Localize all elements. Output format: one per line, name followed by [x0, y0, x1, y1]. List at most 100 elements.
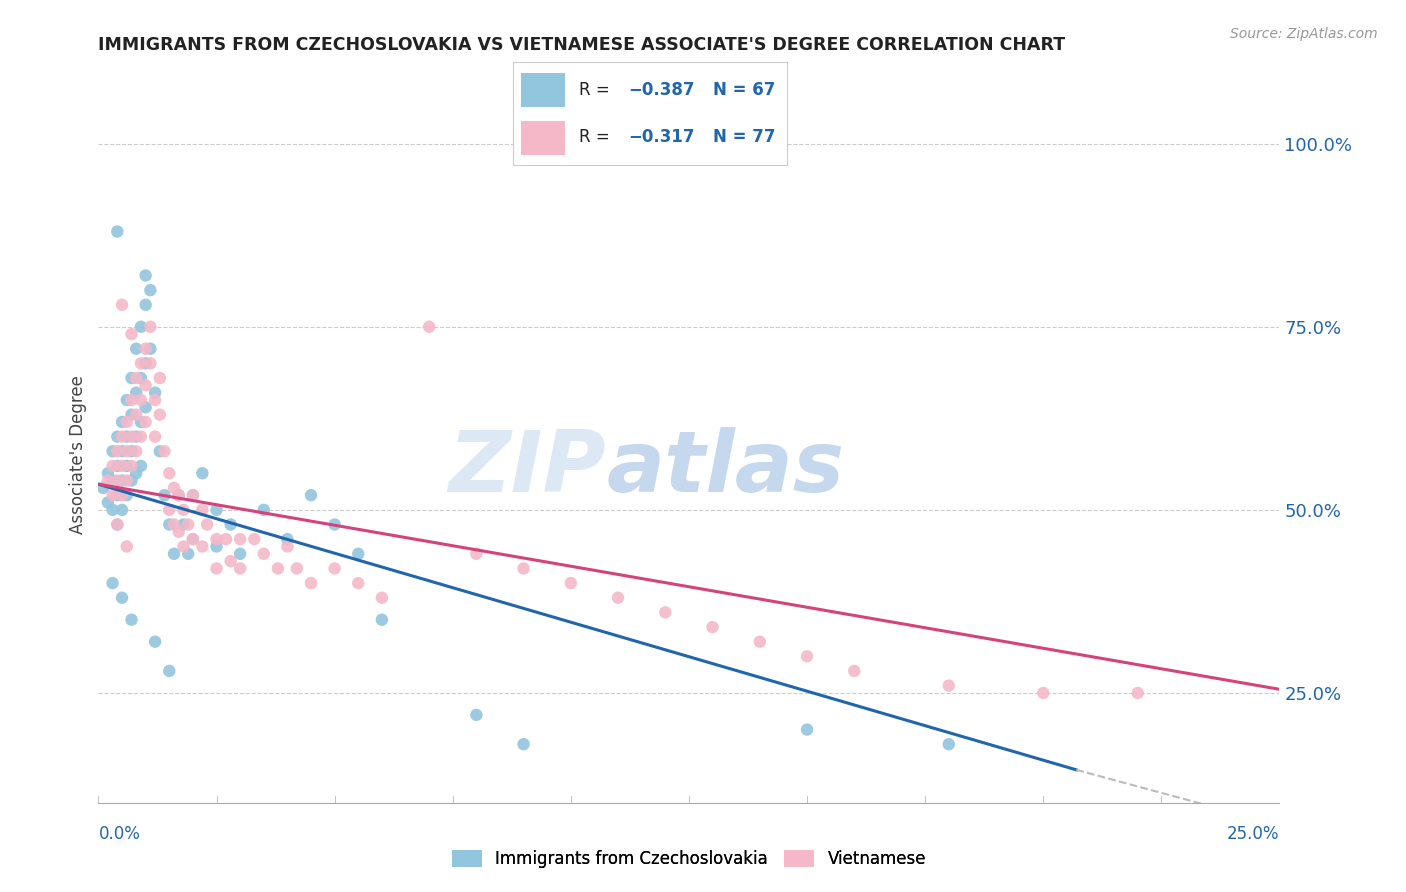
Point	[418, 319, 440, 334]
Point	[101, 576, 124, 591]
Point	[105, 225, 128, 239]
Point	[111, 415, 134, 429]
Point	[115, 392, 138, 407]
Point	[323, 561, 346, 575]
Point	[125, 385, 148, 400]
Point	[181, 532, 204, 546]
Point	[205, 561, 228, 575]
Point	[115, 540, 138, 554]
Point	[125, 342, 148, 356]
Text: N = 77: N = 77	[713, 128, 776, 146]
Legend: Immigrants from Czechoslovakia, Vietnamese: Immigrants from Czechoslovakia, Vietname…	[444, 843, 934, 874]
Point	[323, 517, 346, 532]
Point	[229, 532, 252, 546]
Point	[129, 319, 152, 334]
Point	[115, 429, 138, 443]
Point	[560, 576, 582, 591]
Point	[172, 517, 194, 532]
Point	[253, 503, 276, 517]
Point	[253, 547, 276, 561]
Point	[347, 547, 370, 561]
Point	[149, 371, 172, 385]
Point	[135, 401, 157, 415]
Point	[181, 488, 204, 502]
Point	[139, 283, 162, 297]
Point	[105, 517, 128, 532]
Point	[702, 620, 724, 634]
Point	[143, 634, 166, 648]
Point	[111, 429, 134, 443]
Point	[135, 415, 157, 429]
Point	[371, 613, 394, 627]
Point	[105, 458, 128, 473]
Point	[129, 415, 152, 429]
Point	[229, 547, 252, 561]
Text: −0.317: −0.317	[628, 128, 695, 146]
Text: 0.0%: 0.0%	[98, 825, 141, 843]
Point	[191, 467, 214, 481]
Point	[115, 458, 138, 473]
Point	[129, 371, 152, 385]
Point	[465, 707, 488, 722]
Point	[205, 532, 228, 546]
Point	[121, 327, 143, 342]
Point	[172, 503, 194, 517]
Point	[149, 408, 172, 422]
Point	[135, 356, 157, 370]
Point	[135, 378, 157, 392]
Point	[195, 517, 218, 532]
Point	[177, 547, 200, 561]
Point	[157, 467, 180, 481]
Point	[1032, 686, 1054, 700]
Point	[115, 415, 138, 429]
Point	[215, 532, 238, 546]
Point	[143, 429, 166, 443]
Point	[157, 664, 180, 678]
Point	[172, 540, 194, 554]
Y-axis label: Associate's Degree: Associate's Degree	[69, 376, 87, 534]
Point	[121, 458, 143, 473]
Bar	[522, 73, 565, 106]
Text: 25.0%: 25.0%	[1227, 825, 1279, 843]
Point	[129, 458, 152, 473]
Point	[938, 679, 960, 693]
Point	[796, 723, 818, 737]
Point	[177, 517, 200, 532]
Bar	[522, 121, 565, 155]
Point	[163, 481, 186, 495]
Point	[111, 591, 134, 605]
Point	[115, 444, 138, 458]
Point	[205, 503, 228, 517]
Text: N = 67: N = 67	[713, 80, 776, 99]
Point	[97, 495, 120, 509]
Point	[105, 429, 128, 443]
Point	[163, 547, 186, 561]
Point	[149, 444, 172, 458]
Point	[139, 319, 162, 334]
Point	[101, 444, 124, 458]
Point	[844, 664, 866, 678]
Point	[135, 298, 157, 312]
Point	[101, 488, 124, 502]
Point	[299, 488, 322, 502]
Point	[371, 591, 394, 605]
Text: IMMIGRANTS FROM CZECHOSLOVAKIA VS VIETNAMESE ASSOCIATE'S DEGREE CORRELATION CHAR: IMMIGRANTS FROM CZECHOSLOVAKIA VS VIETNA…	[98, 36, 1066, 54]
Point	[153, 488, 176, 502]
Point	[191, 503, 214, 517]
Point	[111, 444, 134, 458]
Text: −0.387: −0.387	[628, 80, 695, 99]
Point	[157, 503, 180, 517]
Text: atlas: atlas	[606, 427, 845, 510]
Point	[97, 474, 120, 488]
Point	[347, 576, 370, 591]
Point	[167, 488, 190, 502]
Point	[796, 649, 818, 664]
Point	[125, 371, 148, 385]
Point	[115, 488, 138, 502]
Point	[219, 554, 242, 568]
Point	[129, 356, 152, 370]
Point	[299, 576, 322, 591]
Point	[125, 467, 148, 481]
Point	[121, 408, 143, 422]
Point	[465, 547, 488, 561]
